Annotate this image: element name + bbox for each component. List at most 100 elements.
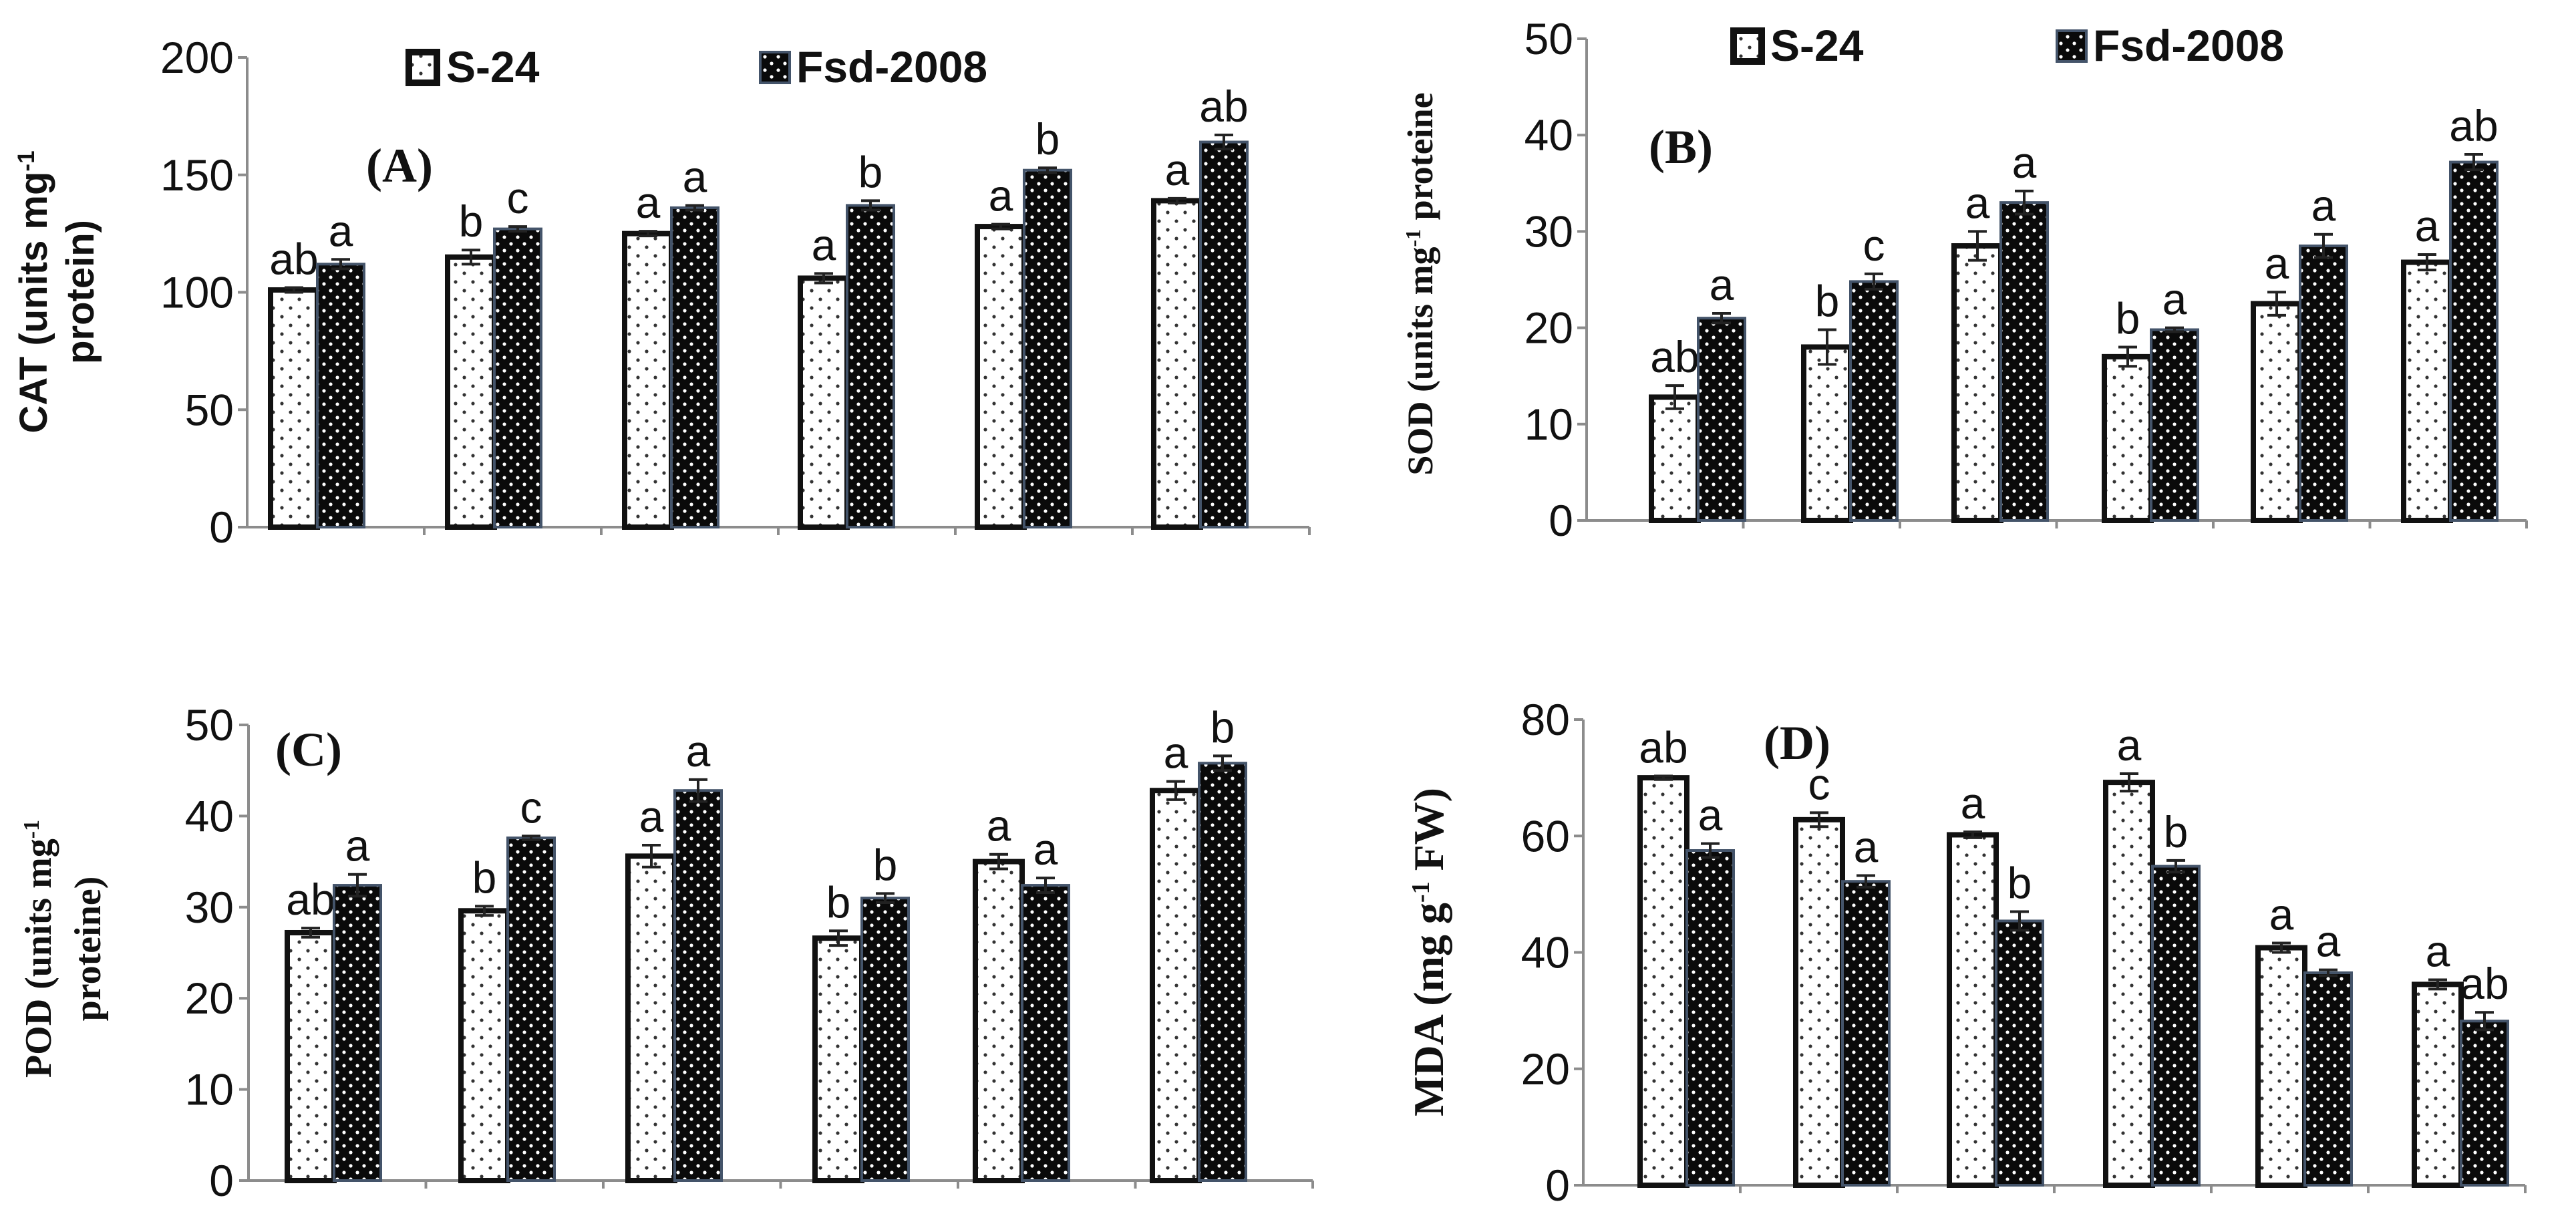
bar-a-s24-6 [1151, 198, 1203, 530]
bar-d-s24-3 [1947, 832, 1999, 1188]
y-axis-label-superscript-b: -1 [1401, 229, 1425, 247]
bar-c-s24-5 [973, 859, 1025, 1183]
y-tick-label-b-3: 30 [1524, 206, 1573, 256]
y-tick-label-d-2: 40 [1521, 928, 1570, 977]
bar-a-s24-3 [622, 230, 674, 530]
sig-label-b-1-1: a [1710, 260, 1734, 309]
legend-a: S-24 Fsd-2008 [406, 42, 987, 92]
sig-label-d-0-2: c [1808, 759, 1830, 808]
bar-c-s24-6 [1150, 788, 1202, 1183]
bar-d-s24-5 [2255, 945, 2307, 1189]
sig-label-b-1-6: ab [2449, 101, 2498, 150]
y-axis-label-b: SOD (units mg-1 proteine [1400, 92, 1440, 475]
bar-a-fsd2008-1 [316, 263, 365, 528]
bar-d-s24-4 [2103, 780, 2155, 1188]
bar-d-fsd2008-6 [2460, 1020, 2509, 1187]
sig-label-d-0-5: a [2269, 890, 2294, 939]
legend-b: S-24 Fsd-2008 [1730, 21, 2284, 70]
y-tick-label-c-3: 30 [185, 883, 234, 932]
legend-swatch-s24-b [1730, 27, 1765, 65]
sig-label-c-0-5: a [987, 801, 1011, 851]
bar-a-fsd2008-6 [1199, 140, 1249, 529]
sig-label-d-0-3: a [1961, 778, 1985, 828]
sig-label-c-0-1: ab [286, 875, 335, 924]
bar-c-s24-3 [625, 853, 677, 1184]
sig-label-b-1-3: a [2012, 138, 2037, 187]
sig-label-c-1-6: b [1211, 702, 1235, 752]
legend-swatch-fsd-b [2056, 29, 2088, 63]
y-tick-label-a-4: 200 [160, 33, 234, 82]
sig-label-d-1-3: b [2007, 859, 2032, 908]
sig-label-a-0-5: a [989, 171, 1013, 220]
bar-c-fsd2008-6 [1198, 762, 1247, 1182]
bar-a-fsd2008-5 [1023, 168, 1072, 529]
y-tick-label-c-1: 10 [185, 1065, 234, 1114]
legend-swatch-s24-a [406, 49, 440, 86]
y-tick-label-a-2: 100 [160, 268, 234, 317]
y-tick-label-d-1: 20 [1521, 1044, 1570, 1094]
sig-label-a-0-1: ab [269, 234, 318, 283]
y-axis-label-d: MDA (mg g-1 FW) [1405, 788, 1452, 1116]
sig-label-c-0-6: a [1164, 728, 1188, 778]
sig-label-a-1-6: ab [1199, 82, 1248, 131]
bar-c-fsd2008-4 [860, 897, 910, 1183]
bar-a-fsd2008-2 [493, 227, 542, 528]
y-axis-label-superscript-c: -1 [19, 820, 44, 838]
y-axis-label-superscript-d: -1 [1407, 881, 1435, 903]
panel-label-b: (B) [1649, 120, 1713, 174]
sig-label-c-1-5: a [1033, 824, 1058, 874]
sig-label-b-1-4: a [2162, 275, 2187, 324]
bar-b-s24-2 [1801, 344, 1853, 523]
y-tick-label-d-0: 0 [1545, 1161, 1570, 1210]
y-tick-label-c-5: 50 [185, 700, 234, 750]
y-axis-label-superscript-a: -1 [13, 150, 39, 171]
y-tick-label-a-0: 0 [209, 502, 234, 552]
bar-d-fsd2008-2 [1841, 880, 1891, 1187]
bar-b-s24-3 [1951, 243, 2003, 523]
sig-label-d-1-2: a [1854, 822, 1879, 871]
y-tick-label-b-0: 0 [1549, 496, 1573, 545]
sig-label-b-0-2: b [1815, 276, 1840, 325]
bar-a-s24-2 [445, 254, 497, 530]
sig-label-b-0-4: b [2116, 293, 2140, 343]
bar-a-s24-5 [975, 224, 1027, 530]
sig-label-b-1-2: c [1863, 220, 1885, 270]
bar-a-s24-1 [268, 287, 320, 530]
y-axis-label-text-d: MDA (mg g [1405, 903, 1452, 1116]
sig-label-a-0-2: b [459, 196, 484, 246]
bar-d-fsd2008-4 [2151, 865, 2201, 1187]
legend-label-fsd-b: Fsd-2008 [2093, 21, 2284, 70]
sig-label-d-1-1: a [1698, 790, 1723, 840]
legend-label-s24-b: S-24 [1770, 21, 1864, 70]
legend-label-fsd-a: Fsd-2008 [796, 42, 987, 92]
bar-b-s24-4 [2102, 353, 2154, 523]
y-axis-label-line2-c: proteine) [67, 877, 109, 1022]
y-axis-label-suffix-d: FW) [1405, 788, 1452, 881]
sig-label-a-1-3: a [683, 152, 707, 201]
y-tick-label-d-3: 60 [1521, 811, 1570, 861]
bar-d-s24-6 [2412, 981, 2464, 1188]
bar-b-fsd2008-1 [1697, 317, 1746, 522]
sig-label-c-1-2: c [520, 782, 542, 832]
sig-label-b-0-6: a [2415, 201, 2440, 251]
sig-label-a-0-4: a [812, 220, 836, 269]
bar-a-fsd2008-3 [670, 206, 719, 528]
y-axis-label-text-c: POD (units mg [18, 838, 59, 1078]
sig-label-c-1-1: a [345, 821, 370, 871]
bar-b-fsd2008-4 [2150, 328, 2199, 522]
y-axis-label-suffix-b: proteine [1400, 92, 1440, 228]
sig-label-d-0-4: a [2117, 720, 2142, 770]
sig-label-b-1-5: a [2311, 181, 2336, 230]
y-tick-label-c-0: 0 [209, 1156, 234, 1205]
sig-label-a-1-5: b [1035, 114, 1060, 164]
legend-label-s24-a: S-24 [446, 42, 540, 92]
bar-b-fsd2008-5 [2299, 245, 2348, 522]
y-tick-label-b-5: 50 [1524, 14, 1573, 63]
bar-b-fsd2008-3 [1999, 201, 2049, 522]
bar-c-fsd2008-3 [673, 789, 723, 1182]
sig-label-d-0-6: a [2426, 926, 2450, 975]
